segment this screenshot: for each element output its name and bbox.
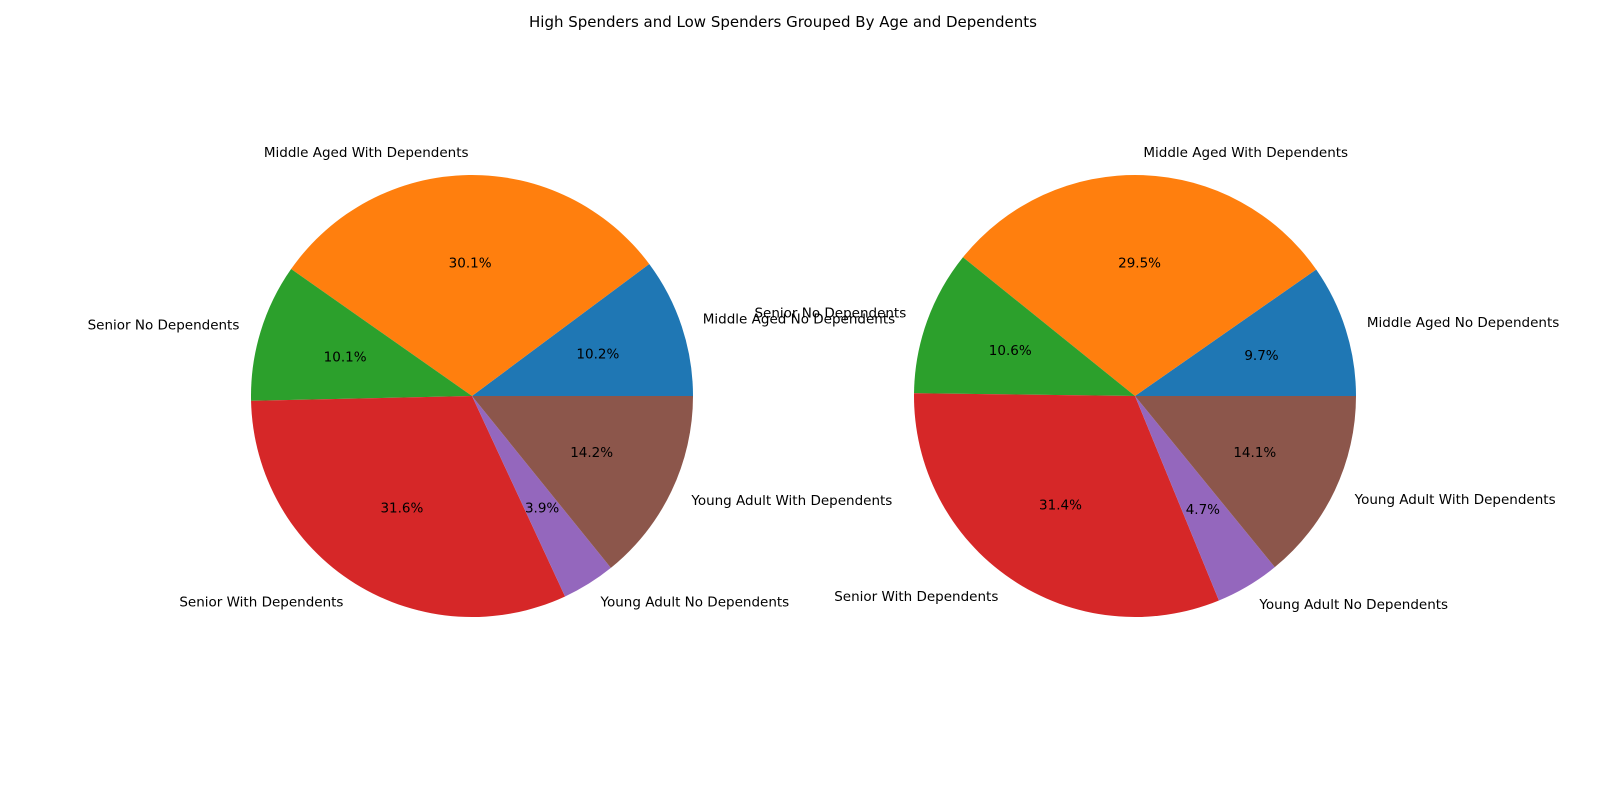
slice-label-young-adult-no-dependents: Young Adult No Dependents (600, 594, 790, 610)
pie-slice-middle-aged-with-dependents (962, 174, 1317, 396)
pie-slice-senior-with-dependents (914, 393, 1219, 617)
slice-label-middle-aged-no-dependents: Middle Aged No Dependents (1367, 315, 1559, 331)
slice-label-senior-with-dependents: Senior With Dependents (179, 594, 343, 610)
percent-label-senior-with-dependents: 31.6% (380, 501, 423, 517)
pie-chart-low-spenders: Middle Aged No Dependents 9.7% Middle Aged… (754, 145, 1559, 617)
slice-label-young-adult-with-dependents: Young Adult With Dependents (1354, 492, 1556, 508)
pie-slice-young-adult-no-dependents (1135, 396, 1275, 601)
pie-slice-middle-aged-with-dependents (291, 174, 650, 396)
pie-slice-middle-aged-no-dependents (1135, 269, 1356, 396)
slice-label-senior-no-dependents: Senior No Dependents (754, 306, 906, 322)
percent-label-middle-aged-with-dependents: 29.5% (1118, 255, 1161, 271)
percent-label-senior-no-dependents: 10.6% (989, 343, 1032, 359)
pie-slice-senior-no-dependents (914, 257, 1135, 396)
percent-label-senior-no-dependents: 10.1% (324, 349, 367, 365)
pie-chart-high-spenders: Middle Aged No Dependents 10.2% Middle Age… (88, 145, 895, 618)
pie-slice-young-adult-with-dependents (1135, 396, 1356, 568)
percent-label-middle-aged-no-dependents: 10.2% (576, 346, 619, 362)
slice-label-senior-no-dependents: Senior No Dependents (88, 317, 240, 333)
slice-label-middle-aged-with-dependents: Middle Aged With Dependents (264, 145, 469, 161)
slice-label-young-adult-no-dependents: Young Adult No Dependents (1258, 597, 1448, 613)
percent-label-young-adult-no-dependents: 4.7% (1186, 502, 1220, 518)
percent-label-senior-with-dependents: 31.4% (1039, 498, 1082, 514)
slice-label-middle-aged-no-dependents: Middle Aged No Dependents (703, 312, 895, 328)
pie-slice-senior-no-dependents (250, 269, 472, 401)
pie-slice-young-adult-with-dependents (472, 396, 693, 568)
percent-label-young-adult-with-dependents: 14.2% (570, 445, 613, 461)
pie-slice-middle-aged-no-dependents (472, 263, 693, 396)
slice-label-young-adult-with-dependents: Young Adult With Dependents (690, 493, 892, 509)
slice-label-senior-with-dependents: Senior With Dependents (834, 589, 998, 605)
percent-label-middle-aged-with-dependents: 30.1% (449, 255, 492, 271)
figure-title: High Spenders and Low Spenders Grouped B… (529, 13, 1037, 31)
percent-label-young-adult-with-dependents: 14.1% (1233, 445, 1276, 461)
pie-slice-young-adult-no-dependents (472, 396, 611, 597)
pie-slice-senior-with-dependents (251, 396, 566, 618)
percent-label-young-adult-no-dependents: 3.9% (525, 501, 559, 517)
slice-label-middle-aged-with-dependents: Middle Aged With Dependents (1143, 145, 1348, 161)
percent-label-middle-aged-no-dependents: 9.7% (1244, 348, 1278, 364)
